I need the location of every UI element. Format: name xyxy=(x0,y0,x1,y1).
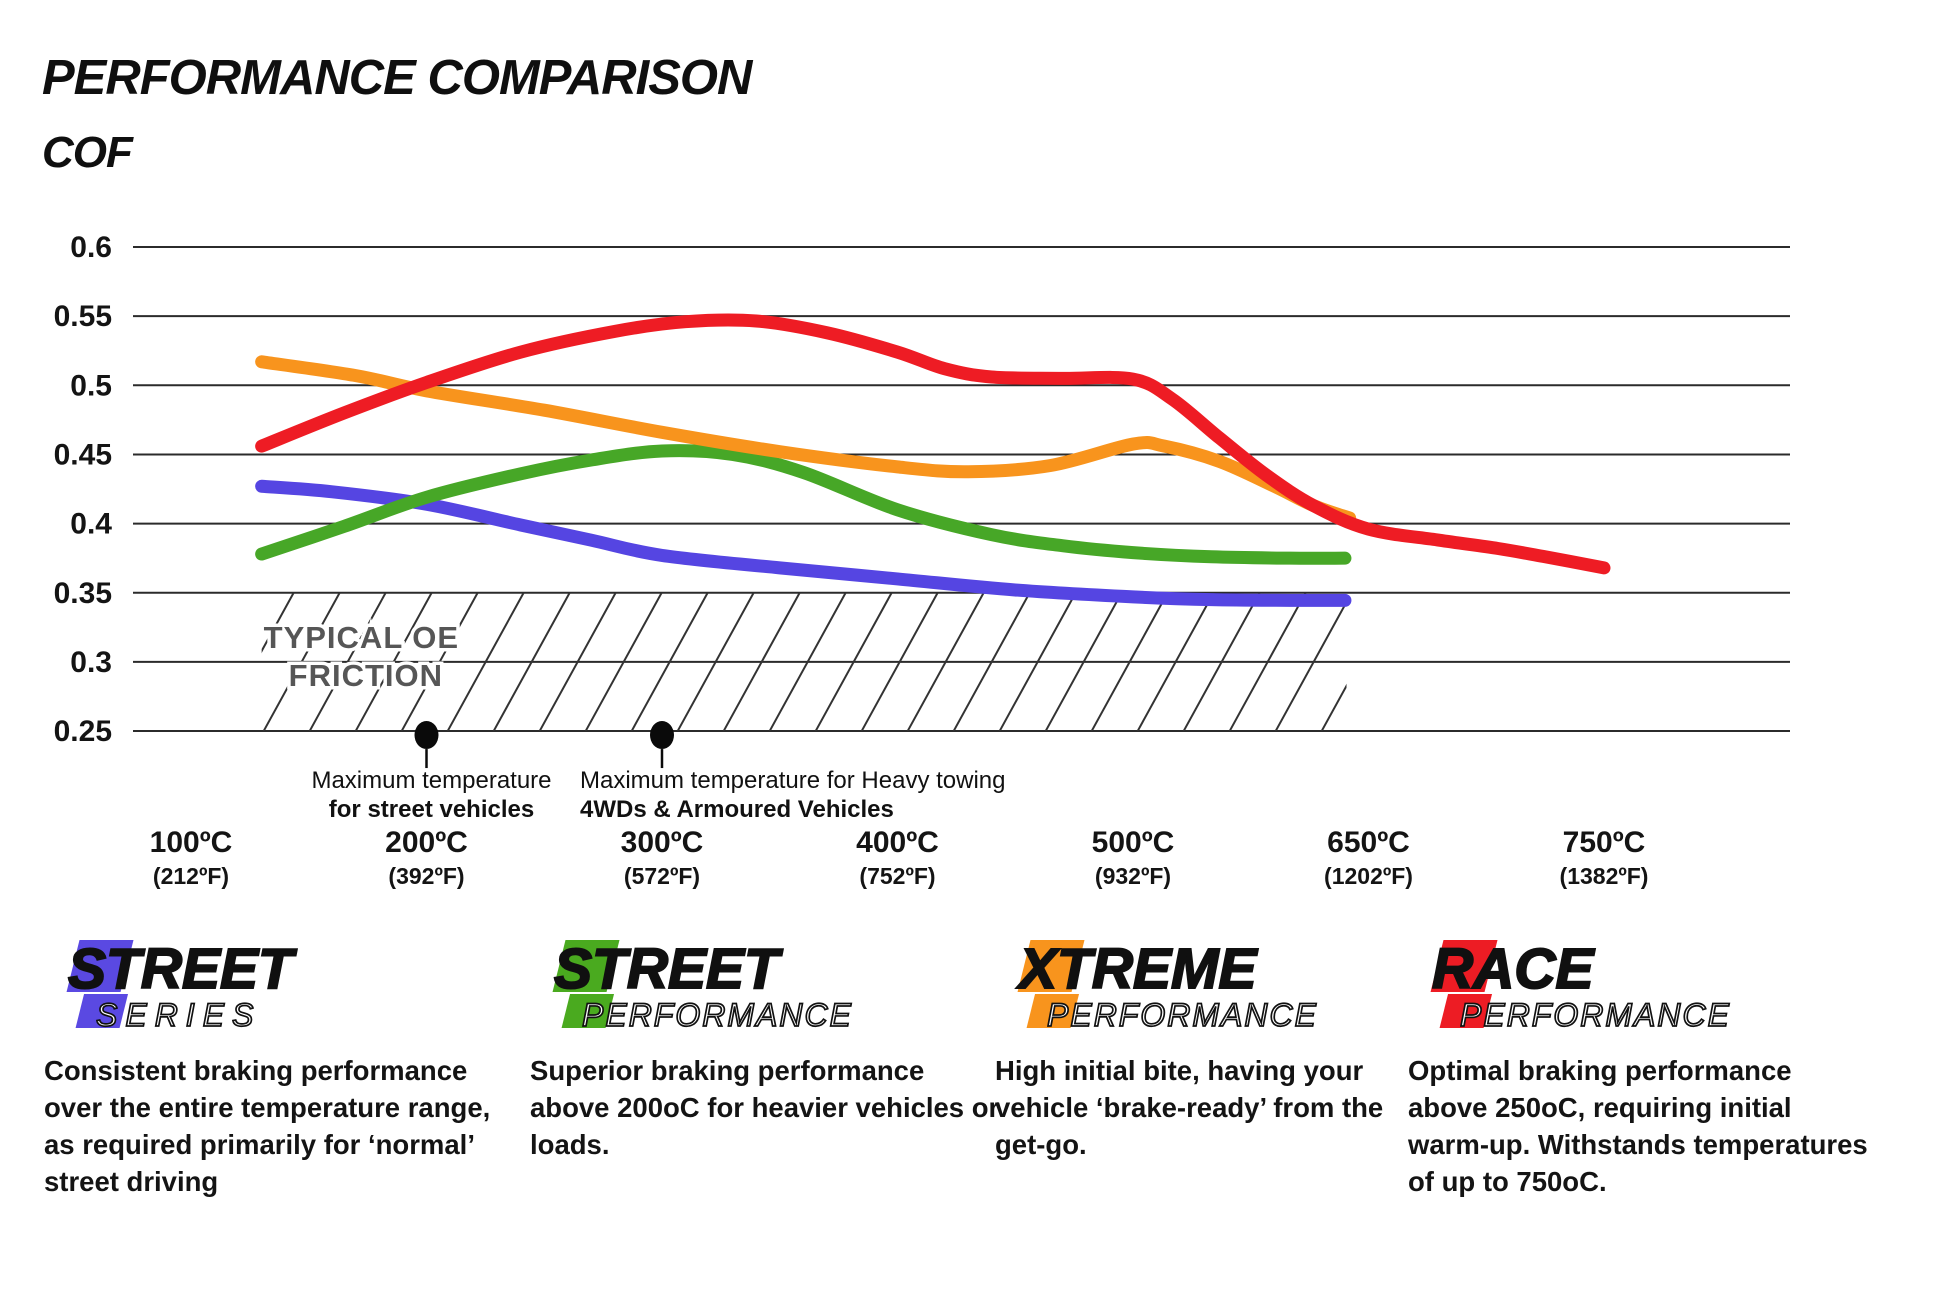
page-title: PERFORMANCE COMPARISON xyxy=(42,51,752,105)
logo-patch-bottom xyxy=(561,994,615,1028)
logo-patch-bottom xyxy=(1026,994,1080,1028)
hatch-line xyxy=(906,592,985,732)
hatch-line xyxy=(492,592,571,732)
logo-word-secondary: PERFORMANCE xyxy=(582,997,853,1033)
hatch-line xyxy=(768,592,847,732)
xtreme-performance-logo: XTREME PERFORMANCE xyxy=(1015,938,1318,1034)
hatch-line xyxy=(1136,592,1215,732)
x-tick-label: 200ºC xyxy=(385,826,468,859)
x-tick-sublabel: (212ºF) xyxy=(153,863,229,889)
cof-line-chart: 0.6 0.55 0.5 0.45 0.4 0.35 0.3 0.25 TYPICAL OEFR… xyxy=(54,231,1790,889)
oe-hatch-region xyxy=(261,592,1347,732)
logo-word-primary: STREET xyxy=(554,938,783,1001)
x-tick-sublabel: (752ºF) xyxy=(859,863,935,889)
x-tick-sublabel: (932ºF) xyxy=(1095,863,1171,889)
y-tick-label: 0.25 xyxy=(54,715,112,748)
x-tick-sublabel: (1202ºF) xyxy=(1324,863,1413,889)
logo-patch-group xyxy=(552,940,620,1028)
logo-word-secondary: PERFORMANCE xyxy=(1460,997,1731,1033)
logo-word-secondary: PERFORMANCE xyxy=(1047,997,1318,1033)
hatch-line xyxy=(952,592,1031,732)
hatch-line xyxy=(354,592,433,732)
legend-description: Optimal braking performance above 250oC,… xyxy=(1408,1055,1868,1197)
hatch-line xyxy=(722,592,801,732)
y-tick-label: 0.4 xyxy=(70,508,112,541)
logo-patch-top xyxy=(66,940,134,992)
x-tick-label: 100ºC xyxy=(150,826,233,859)
y-tick-label: 0.35 xyxy=(54,577,112,610)
hatch-line xyxy=(814,592,893,732)
race-performance-logo: RACE PERFORMANCE xyxy=(1430,938,1731,1034)
logo-patch-group xyxy=(1017,940,1085,1028)
y-tick-label: 0.55 xyxy=(54,300,112,333)
logo-patch-bottom xyxy=(75,994,129,1028)
hatch-line xyxy=(261,592,295,654)
logo-word-primary: XTREME xyxy=(1016,938,1259,1001)
series-line-street-performance xyxy=(255,444,1352,565)
logo-patch-group xyxy=(66,940,134,1028)
legend-description: High initial bite, having your vehicle ‘… xyxy=(995,1055,1384,1160)
legend-street-performance: STREET PERFORMANCE Superior braking perf… xyxy=(530,938,1000,1163)
hatch-line xyxy=(262,592,341,732)
legend-description: Superior braking performance above 200oC… xyxy=(530,1055,1000,1160)
annotation-line1: Maximum temperature xyxy=(311,767,551,794)
hatch-line xyxy=(998,592,1077,732)
logo-patch-group xyxy=(1430,940,1498,1028)
legend-xtreme-performance: XTREME PERFORMANCE High initial bite, ha… xyxy=(995,938,1395,1163)
legend-race-performance: RACE PERFORMANCE Optimal braking perform… xyxy=(1408,938,1868,1200)
logo-patch-bottom xyxy=(1439,994,1493,1028)
logo-patch-top xyxy=(1017,940,1085,992)
hatch-line xyxy=(1090,592,1169,732)
logo-word-secondary: SERIES xyxy=(96,997,261,1033)
hatch-line xyxy=(308,592,387,732)
x-tick-sublabel: (572ºF) xyxy=(624,863,700,889)
y-tick-label: 0.5 xyxy=(70,369,112,402)
hatch-line xyxy=(630,592,709,732)
hatch-line xyxy=(538,592,617,732)
logo-patch-top xyxy=(1430,940,1498,992)
logo-word-primary: STREET xyxy=(68,938,297,1001)
hatch-line xyxy=(446,592,525,732)
annotation-line1: Maximum temperature for Heavy towing xyxy=(580,767,1005,794)
x-tick-label: 300ºC xyxy=(621,826,704,859)
annotation-line2: for street vehicles xyxy=(329,796,534,823)
x-tick-sublabel: (1382ºF) xyxy=(1560,863,1649,889)
series-line-street-series xyxy=(255,479,1352,607)
x-tick-label: 500ºC xyxy=(1092,826,1175,859)
hatch-line xyxy=(400,592,479,732)
oe-band-label-line2: FRICTION xyxy=(289,658,443,693)
hatch-line xyxy=(1182,592,1261,732)
y-tick-label: 0.3 xyxy=(70,646,112,679)
street-series-logo: STREET SERIES xyxy=(66,938,298,1034)
legend-description: Consistent braking performance over the … xyxy=(44,1055,491,1197)
street-performance-logo: STREET PERFORMANCE xyxy=(552,938,853,1034)
hatch-line xyxy=(1274,600,1347,732)
hatch-line xyxy=(1228,592,1307,732)
max-temp-dot xyxy=(650,721,674,750)
y-axis-title: COF xyxy=(42,128,133,177)
y-tick-label: 0.45 xyxy=(54,438,112,471)
hatch-line xyxy=(1044,592,1123,732)
x-tick-label: 650ºC xyxy=(1327,826,1410,859)
x-tick-label: 750ºC xyxy=(1563,826,1646,859)
y-tick-label: 0.6 xyxy=(70,231,112,264)
max-temp-dot xyxy=(414,721,439,750)
series-line-race-performance xyxy=(255,313,1611,575)
hatch-line xyxy=(1320,683,1347,732)
legend-street-series: STREET SERIES Consistent braking perform… xyxy=(44,938,519,1200)
logo-patch-top xyxy=(552,940,620,992)
series-line-xtreme-performance xyxy=(255,355,1357,525)
hatch-line xyxy=(860,592,939,732)
hatch-line xyxy=(584,592,663,732)
x-tick-label: 400ºC xyxy=(856,826,939,859)
hatch-line xyxy=(676,592,755,732)
oe-band-label-line1: TYPICAL OE xyxy=(264,620,459,655)
annotation-line2: 4WDs & Armoured Vehicles xyxy=(580,796,894,823)
x-tick-sublabel: (392ºF) xyxy=(388,863,464,889)
logo-word-primary: RACE xyxy=(1432,938,1595,1001)
